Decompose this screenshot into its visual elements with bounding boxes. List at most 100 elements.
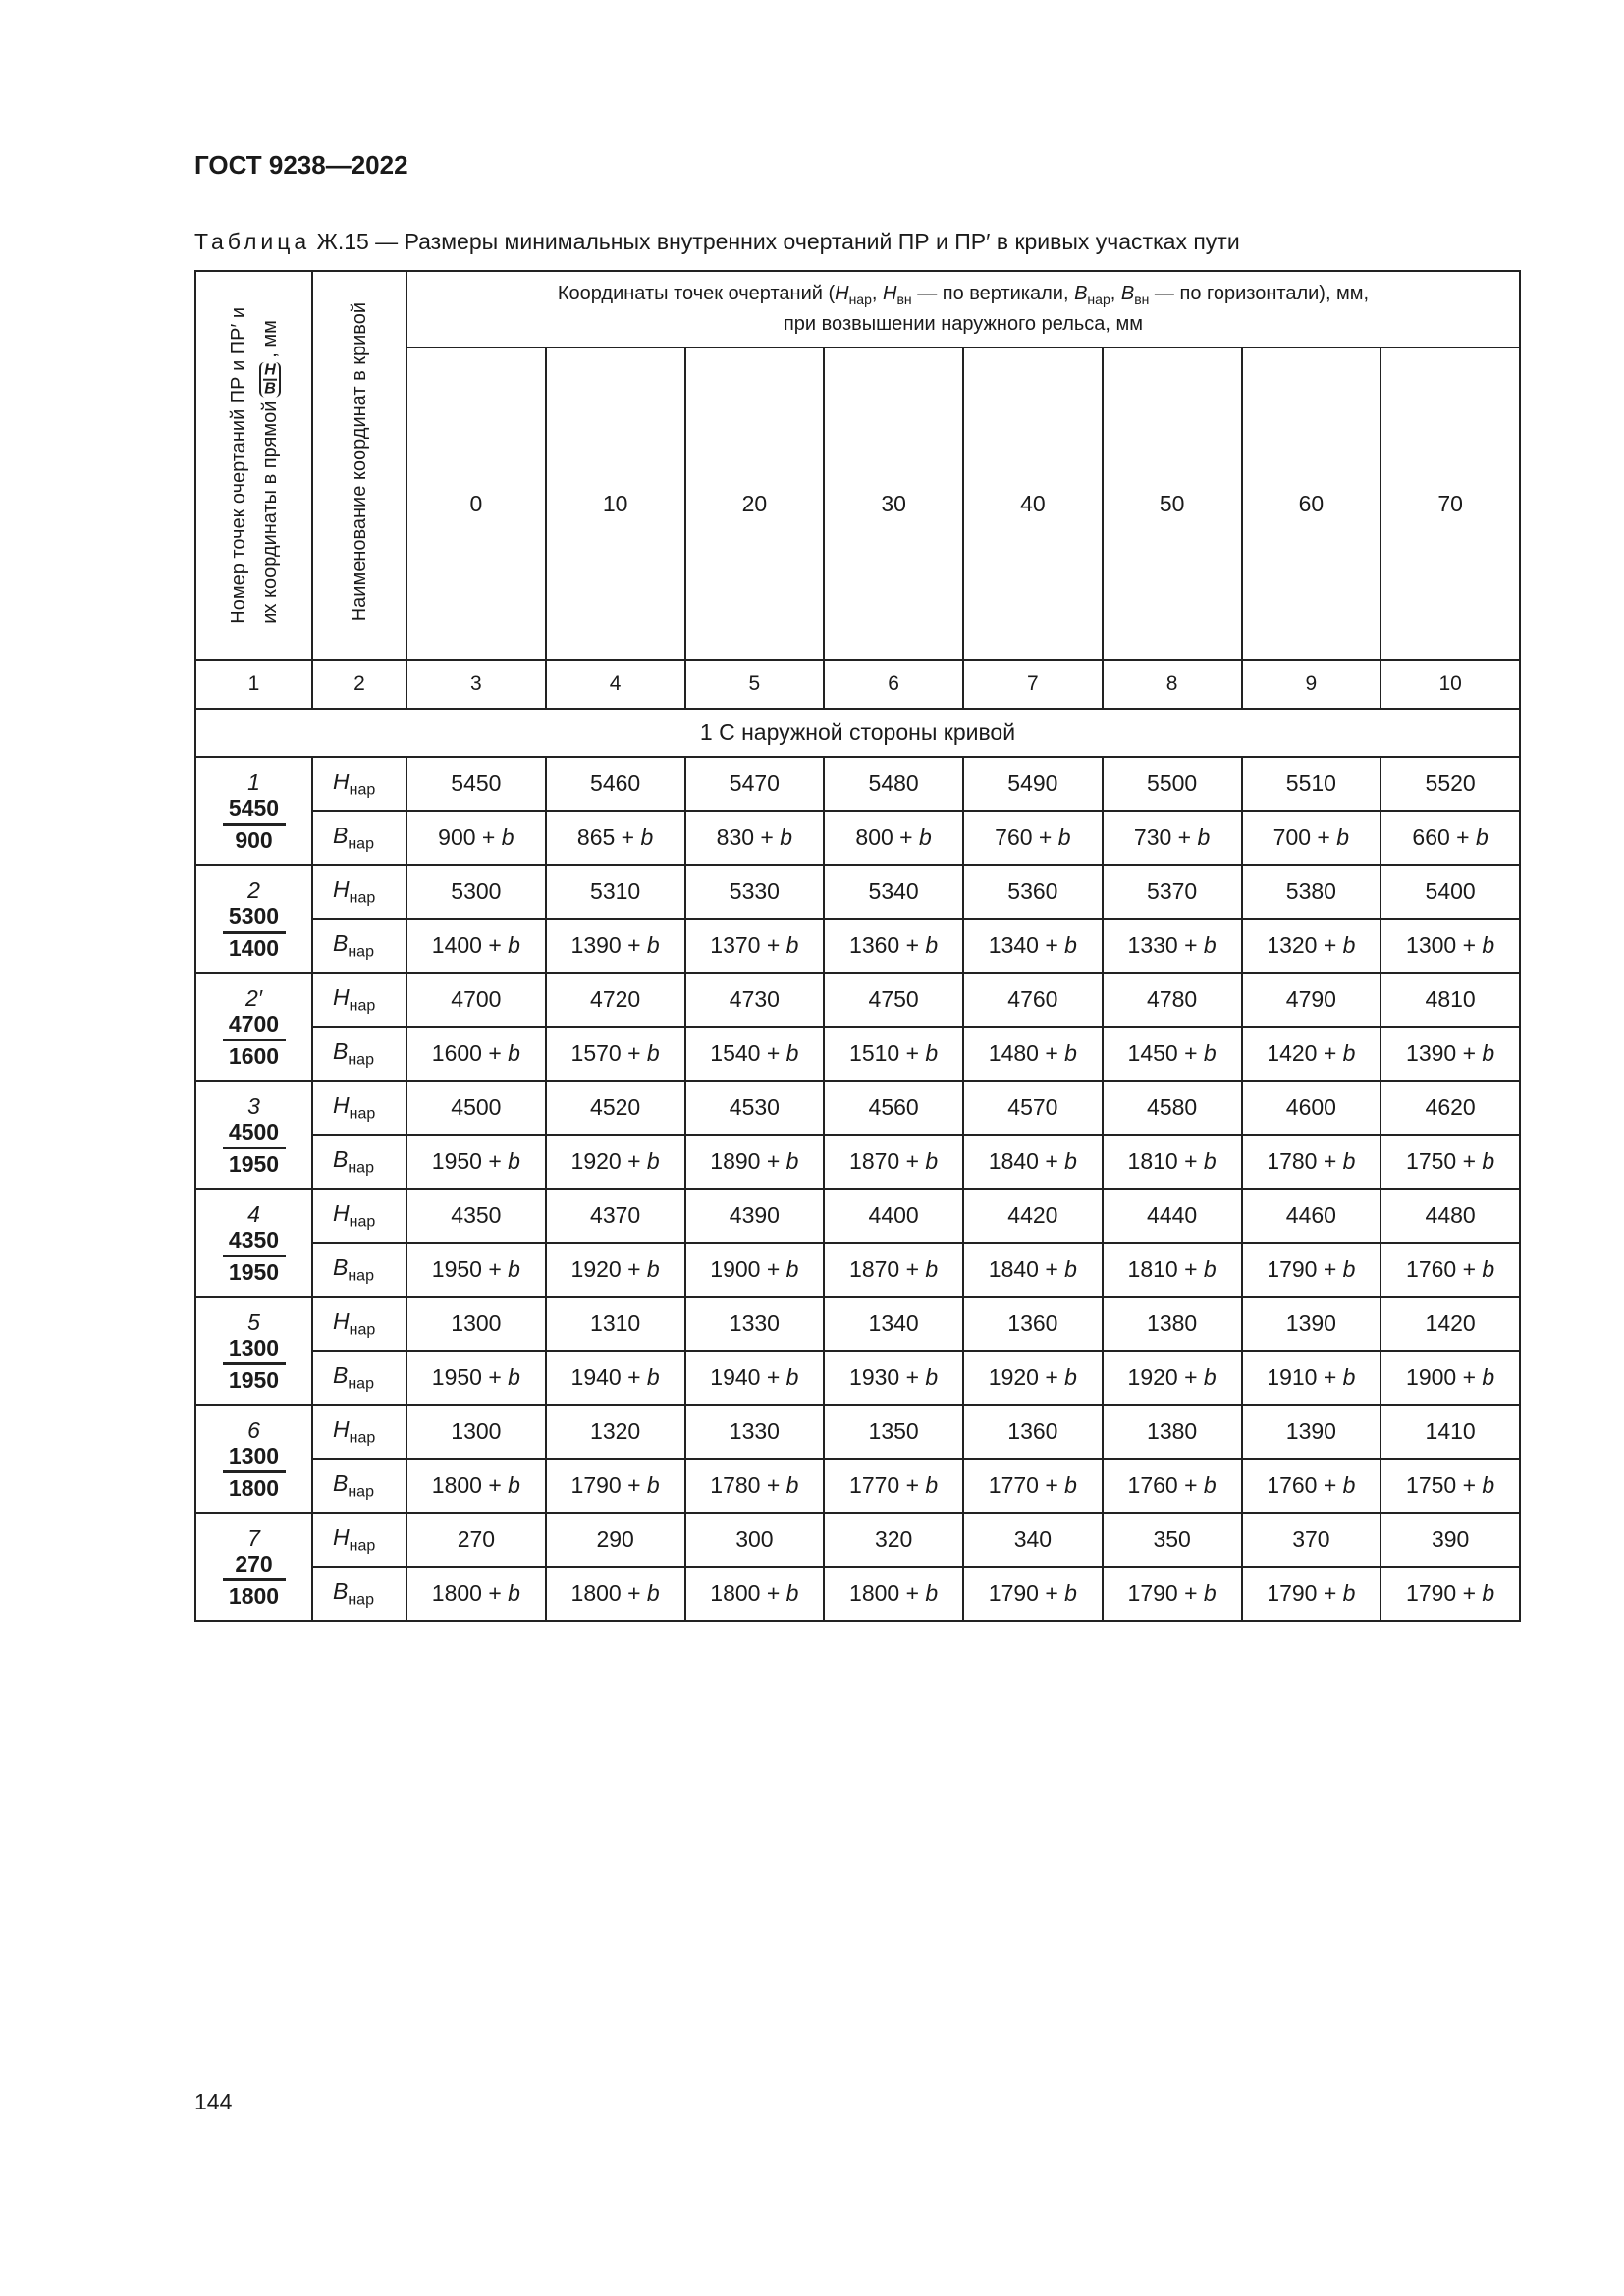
- h-value: 4500: [406, 1080, 547, 1136]
- h-value: 4720: [544, 972, 686, 1028]
- b-value: 1750 + b: [1380, 1134, 1521, 1190]
- b-variable: b: [1342, 933, 1356, 958]
- coord-label-h: Hнар: [311, 1080, 407, 1136]
- h-value: 1330: [683, 1296, 826, 1352]
- b-variable: b: [646, 1256, 660, 1282]
- b-variable: b: [1482, 1256, 1495, 1282]
- b-variable: b: [925, 1256, 939, 1282]
- h-value: 1380: [1101, 1296, 1243, 1352]
- coord-subscript: нар: [349, 781, 376, 799]
- point-cell: 7 270 1800: [194, 1512, 313, 1622]
- point-number: 2′: [244, 985, 263, 1011]
- b-base-value: 1940: [710, 1364, 761, 1390]
- b-base-value: 1760: [1267, 1472, 1318, 1498]
- b-variable: b: [508, 1256, 520, 1282]
- b-base-value: 1790: [1267, 1256, 1318, 1282]
- h-value: 5460: [544, 756, 686, 812]
- b-variable: b: [1203, 1256, 1217, 1282]
- coord-label-h: Hнар: [311, 972, 407, 1028]
- b-variable: b: [1203, 1148, 1217, 1174]
- point-b: 1400: [228, 934, 280, 961]
- h-value: 5470: [683, 756, 826, 812]
- coord-letter: H: [333, 1092, 350, 1118]
- table-row: 6 1300 1800 Hнар 1300 1320 1330 1350 1360 1380 139…: [194, 1404, 1521, 1514]
- b-base-value: 1790: [988, 1580, 1039, 1606]
- b-base-value: 1450: [1127, 1041, 1178, 1066]
- b-value: 1790 + b: [1240, 1242, 1382, 1298]
- h-value: 5450: [406, 756, 547, 812]
- h-value: 1360: [962, 1296, 1104, 1352]
- b-value: 1540 + b: [683, 1026, 826, 1082]
- b-value: 800 + b: [823, 810, 964, 866]
- point-b: 1950: [228, 1258, 280, 1285]
- h-value: 4730: [683, 972, 826, 1028]
- coord-letter: H: [333, 984, 350, 1010]
- coord-subscript: нар: [348, 1159, 374, 1177]
- point-coordinates-fraction: 4350 1950: [222, 1227, 286, 1285]
- b-value: 1920 + b: [544, 1134, 686, 1190]
- point-number: 2: [247, 877, 260, 903]
- b-value: 1800 + b: [406, 1458, 547, 1514]
- elevation-header: 50: [1101, 347, 1243, 661]
- b-variable: b: [1064, 1041, 1077, 1066]
- b-base-value: 1300: [1406, 933, 1457, 958]
- point-number: 6: [247, 1416, 260, 1443]
- b-value: 1790 + b: [1101, 1566, 1243, 1622]
- fraction-bar: [222, 930, 286, 934]
- coord-subscript: нар: [348, 943, 374, 961]
- b-variable: b: [1064, 1148, 1077, 1174]
- coord-letter: H: [333, 876, 350, 902]
- coord-subscript: нар: [348, 1375, 374, 1393]
- b-base-value: 865: [576, 825, 616, 850]
- b-base-value: 1780: [1267, 1148, 1318, 1174]
- point-number: 5: [247, 1308, 260, 1335]
- b-base-value: 1930: [849, 1364, 900, 1390]
- h-value: 5380: [1240, 864, 1382, 920]
- h-value: 5370: [1101, 864, 1243, 920]
- coord-label-h: Hнар: [311, 1188, 407, 1244]
- b-value: 1450 + b: [1101, 1026, 1243, 1082]
- h-value: 4580: [1101, 1080, 1243, 1136]
- point-cell: 4 4350 1950: [194, 1188, 313, 1298]
- b-value: 1790 + b: [962, 1566, 1104, 1622]
- h-value: 290: [544, 1512, 686, 1568]
- b-base-value: 830: [716, 825, 755, 850]
- b-value: 1800 + b: [406, 1566, 547, 1622]
- b-base-value: 1790: [1267, 1580, 1318, 1606]
- col1-header-line2: их координаты в прямой: [258, 400, 281, 624]
- h-value: 1310: [544, 1296, 686, 1352]
- coord-subscript: нар: [348, 1591, 374, 1609]
- b-value: 865 + b: [544, 810, 686, 866]
- group-header-line2: при возвышении наружного рельса, мм: [783, 313, 1144, 335]
- coord-label-h: Hнар: [311, 756, 407, 812]
- page-number: 144: [194, 2089, 233, 2114]
- h-value: 5520: [1380, 756, 1521, 812]
- b-base-value: 1790: [570, 1472, 622, 1498]
- b-value: 1790 + b: [544, 1458, 686, 1514]
- b-value: 1890 + b: [683, 1134, 826, 1190]
- b-variable: b: [1482, 1041, 1495, 1066]
- point-h: 5450: [228, 794, 280, 821]
- b-value: 1930 + b: [823, 1350, 964, 1406]
- col1-header: Номер точек очертаний ПР и ПР′ и их коор…: [194, 270, 313, 661]
- h-value: 4480: [1380, 1188, 1521, 1244]
- b-value: 1950 + b: [406, 1242, 547, 1298]
- coord-letter: B: [333, 1362, 349, 1388]
- point-cell: 1 5450 900: [194, 756, 313, 866]
- b-base-value: 1760: [1127, 1472, 1178, 1498]
- b-variable: b: [1342, 1472, 1356, 1498]
- b-variable: b: [1064, 933, 1077, 958]
- h-value: 4370: [544, 1188, 686, 1244]
- column-number: 2: [311, 659, 407, 710]
- b-value: 1800 + b: [823, 1566, 964, 1622]
- b-variable: b: [919, 825, 932, 850]
- b-base-value: 1920: [988, 1364, 1039, 1390]
- b-value: 1780 + b: [683, 1458, 826, 1514]
- coord-subscript: нар: [349, 1213, 376, 1231]
- b-variable: b: [508, 1148, 520, 1174]
- section-title: 1 С наружной стороны кривой: [194, 708, 1521, 758]
- h-value: 5500: [1101, 756, 1243, 812]
- coord-label-b: Bнар: [311, 810, 407, 866]
- group-header: Координаты точек очертаний (Hнар, Hвн — …: [406, 270, 1521, 348]
- b-variable: b: [1482, 933, 1495, 958]
